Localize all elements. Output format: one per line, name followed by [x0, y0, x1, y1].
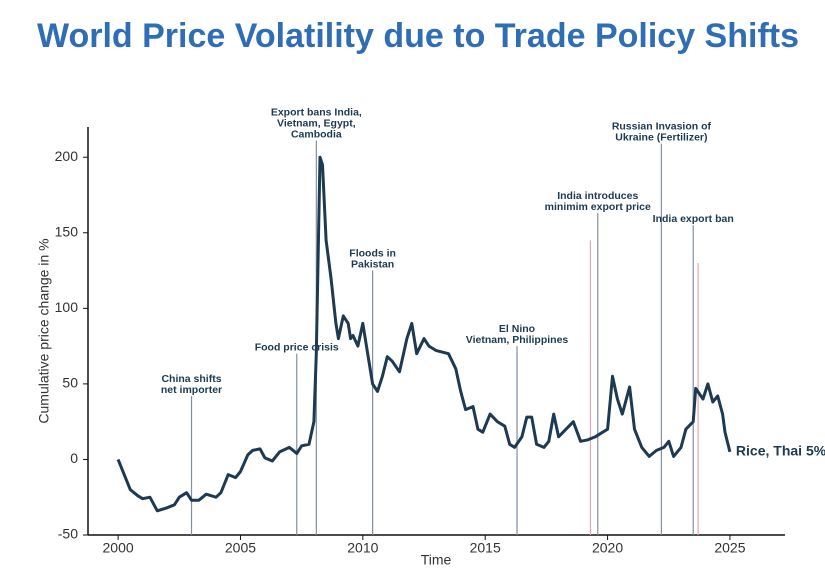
annotation-text: Pakistan — [351, 258, 394, 270]
annotation-text: Russian Invasion of — [612, 120, 712, 132]
annotation-text: Ukraine (Fertilizer) — [615, 131, 707, 143]
annotation-text: Vietnam, Philippines — [466, 334, 569, 346]
annotation-text: El Nino — [499, 323, 535, 335]
x-tick-label: 2010 — [347, 540, 378, 556]
annotation-text: Cambodia — [291, 128, 342, 140]
annotation-text: India export ban — [653, 213, 734, 225]
x-tick-label: 2025 — [714, 540, 745, 556]
annotation-text: Food price crisis — [255, 341, 339, 353]
y-tick-label: 0 — [70, 450, 78, 466]
y-tick-label: -50 — [58, 526, 78, 542]
line-series — [116, 155, 732, 513]
y-tick-label: 100 — [55, 299, 79, 315]
x-tick-label: 2000 — [103, 540, 134, 556]
annotation-text: Vietnam, Egypt, — [277, 117, 356, 129]
y-axis-label: Cumulative price change in % — [36, 238, 52, 423]
annotation-text: India introduces — [557, 190, 638, 202]
x-tick-label: 2015 — [470, 540, 501, 556]
x-tick-label: 2005 — [225, 540, 256, 556]
x-axis-label: Time — [421, 552, 452, 568]
annotation-text: Export bans India, — [271, 106, 362, 118]
annotation-text: Floods in — [349, 247, 396, 259]
series-label: Rice, Thai 5% — [736, 443, 825, 459]
y-tick-label: 50 — [62, 375, 78, 391]
x-tick-label: 2020 — [592, 540, 623, 556]
annotation-text: net importer — [161, 384, 222, 396]
y-tick-label: 150 — [55, 223, 79, 239]
annotation-text: minimim export price — [545, 201, 651, 213]
annotation-text: China shifts — [161, 373, 221, 385]
chart-title: World Price Volatility due to Trade Poli… — [37, 17, 799, 55]
y-tick-label: 200 — [55, 148, 79, 164]
